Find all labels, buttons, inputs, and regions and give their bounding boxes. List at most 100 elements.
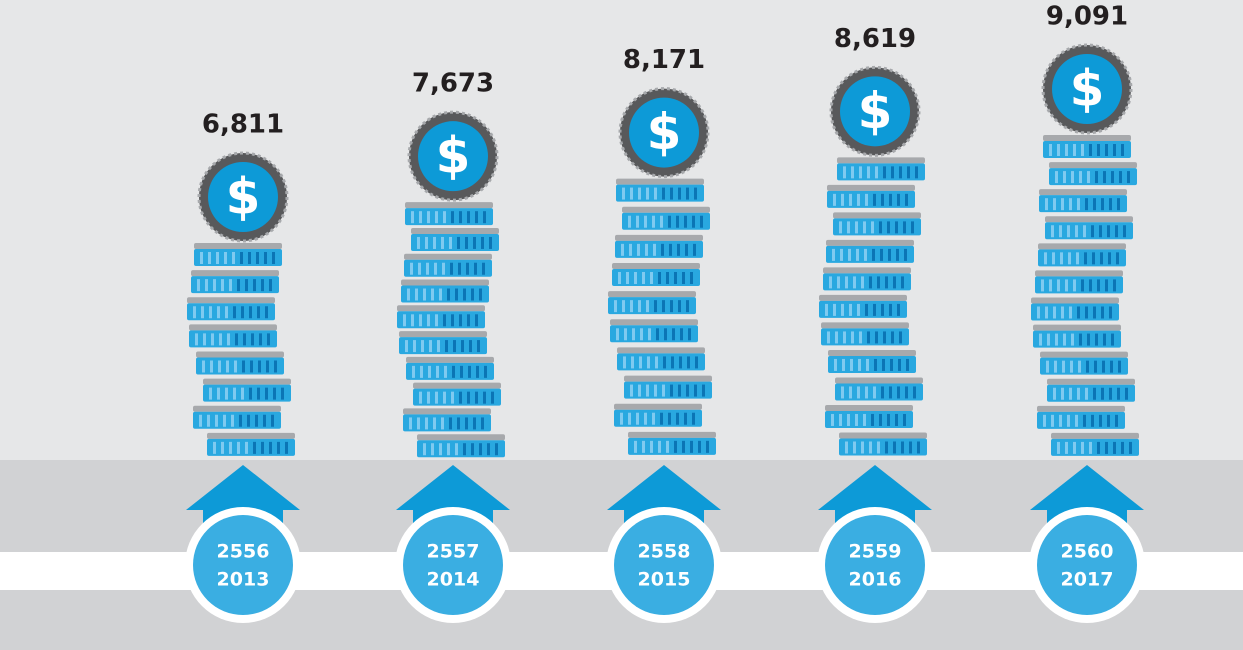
- coin-groove: [441, 236, 444, 249]
- coin-groove: [670, 187, 673, 200]
- coin-groove: [467, 211, 470, 224]
- coin-groove: [623, 356, 626, 369]
- coin-body: [403, 414, 491, 432]
- coin-groove: [482, 262, 485, 275]
- coin-groove: [451, 391, 454, 404]
- coin-rim: [819, 294, 907, 301]
- coin-body: [399, 337, 487, 355]
- coin-groove: [885, 441, 888, 454]
- dollar-symbol: $: [436, 127, 471, 185]
- coin-rim: [835, 377, 923, 384]
- coin-groove: [1094, 360, 1097, 373]
- coin-groove: [867, 331, 870, 344]
- coin-groove: [475, 211, 478, 224]
- coin-groove: [652, 215, 655, 228]
- coin-groove: [195, 333, 198, 346]
- coin-groove: [256, 252, 259, 264]
- category-label: 2560: [1061, 541, 1114, 563]
- coin-stack: [1031, 135, 1139, 456]
- coin-groove: [865, 303, 868, 316]
- coin-groove: [1045, 198, 1048, 211]
- coin-groove: [636, 215, 639, 228]
- coin-groove: [273, 387, 276, 400]
- coin-groove: [491, 391, 494, 404]
- coin-stack: [819, 157, 927, 456]
- coin-groove: [1073, 279, 1076, 292]
- coin-groove: [640, 328, 643, 341]
- coin-groove: [484, 365, 487, 378]
- coin-groove: [419, 211, 422, 224]
- coin-rim: [1045, 216, 1133, 223]
- coin-rim: [608, 291, 696, 298]
- coin-groove: [265, 306, 268, 319]
- coin-groove: [672, 328, 675, 341]
- dollar-symbol: $: [1070, 60, 1105, 118]
- coin-groove: [630, 300, 633, 313]
- coin-groove: [882, 358, 885, 371]
- coin-groove: [264, 252, 267, 264]
- category-label: 2015: [638, 569, 691, 591]
- coin-groove: [421, 340, 424, 353]
- coin-groove: [1069, 306, 1072, 319]
- coin-groove: [250, 360, 253, 373]
- coin-groove: [630, 187, 633, 200]
- coin-stack: [608, 178, 716, 455]
- coin-groove: [676, 412, 679, 425]
- coin-groove: [1109, 387, 1112, 400]
- coin-groove: [658, 440, 661, 453]
- coin-groove: [447, 288, 450, 301]
- coin-groove: [901, 276, 904, 289]
- coin-groove: [842, 358, 845, 371]
- coin-groove: [412, 365, 415, 378]
- coin-groove: [217, 387, 220, 400]
- coin-groove: [676, 215, 679, 228]
- coin-groove: [1052, 252, 1055, 265]
- coin-rim: [827, 184, 915, 191]
- coin-groove: [677, 243, 680, 256]
- coin-groove: [253, 441, 256, 454]
- coin-groove: [889, 303, 892, 316]
- coin-groove: [213, 279, 216, 292]
- coin-rim: [187, 297, 275, 304]
- coin-stack: [397, 202, 505, 458]
- coin-groove: [473, 417, 476, 430]
- coin-groove: [896, 248, 899, 261]
- coin-groove: [645, 243, 648, 256]
- coin-groove: [427, 211, 430, 224]
- coin-groove: [477, 340, 480, 353]
- coin-groove: [1086, 360, 1089, 373]
- coin-groove: [1111, 333, 1114, 346]
- coin-groove: [1089, 441, 1092, 454]
- coin-groove: [249, 387, 252, 400]
- coin-rim: [624, 375, 712, 382]
- coin-groove: [859, 331, 862, 344]
- coin-groove: [257, 306, 260, 319]
- coin-rim: [826, 239, 914, 246]
- coin-groove: [864, 248, 867, 261]
- coin-groove: [890, 358, 893, 371]
- coin-groove: [684, 215, 687, 228]
- coin-rim: [1040, 351, 1128, 358]
- coin-groove: [1099, 225, 1102, 238]
- coin-groove: [216, 252, 219, 264]
- coin-groove: [638, 187, 641, 200]
- coin-groove: [907, 166, 910, 179]
- coin-groove: [858, 358, 861, 371]
- coin-groove: [674, 272, 677, 285]
- coin-groove: [237, 441, 240, 454]
- coin-rim: [839, 432, 927, 439]
- coin-groove: [463, 288, 466, 301]
- coin-groove: [634, 440, 637, 453]
- coin-groove: [1062, 360, 1065, 373]
- coin-groove: [905, 386, 908, 399]
- coin-groove: [1116, 252, 1119, 265]
- coin-groove: [1113, 279, 1116, 292]
- coin-groove: [419, 391, 422, 404]
- coin-groove: [469, 340, 472, 353]
- coin-groove: [666, 272, 669, 285]
- coin-groove: [872, 248, 875, 261]
- coin-groove: [1067, 414, 1070, 427]
- coin-rim: [413, 382, 501, 389]
- coin-groove: [1109, 198, 1112, 211]
- coin-body: [823, 273, 911, 291]
